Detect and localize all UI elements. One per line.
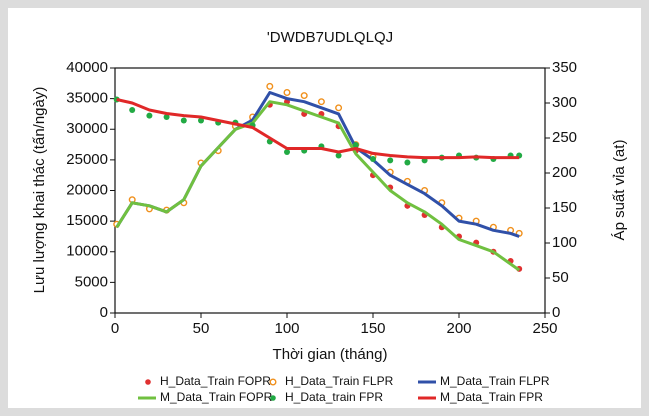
y-tick-label: 15000 [66,212,108,229]
legend-label: M_Data_Train FPR [440,390,543,404]
series-marker [335,104,343,112]
y-tick-label: 20000 [66,181,108,198]
series-marker [283,88,291,96]
series-line [115,100,521,272]
legend-label: M_Data_Train FOPR [160,390,273,404]
legend-swatch [269,378,277,386]
y-tick-label: 25000 [66,151,108,168]
series-marker [352,142,359,148]
y-tick-label: 5000 [75,273,108,290]
series-marker [146,112,153,119]
y2-tick-label: 200 [552,164,577,181]
y-tick-label: 40000 [66,59,108,76]
y2-tick-label: 0 [552,304,560,321]
series-marker [266,82,274,90]
x-tick-label: 250 [532,320,557,337]
series-marker [180,117,187,124]
series-marker [370,156,376,162]
legend-swatch [270,395,276,401]
series-marker [284,149,290,155]
series-marker [387,157,394,164]
y-tick-label: 10000 [66,243,108,260]
legend-label: H_Data_Train FOPR [160,374,271,388]
x-tick-label: 100 [274,320,299,337]
y-tick-label: 0 [100,304,108,321]
legend-label: H_Data_Train FLPR [285,374,394,388]
series-marker [129,107,136,113]
y2-axis-label: Áp suất vỉa (at) [611,140,628,241]
y-tick-label: 35000 [66,90,108,107]
legend-label: M_Data_Train FLPR [440,374,550,388]
y2-tick-label: 50 [552,269,569,286]
y2-tick-label: 250 [552,129,577,146]
chart-title: 'DWDB7UDLQLQJ [267,29,393,46]
series-marker [198,117,204,124]
chart-area [8,8,641,408]
series-line [116,98,520,160]
series-marker [300,92,308,100]
x-tick-label: 50 [193,320,210,337]
series-marker [335,152,342,159]
x-tick-label: 200 [446,320,471,337]
series-marker [317,98,325,106]
y2-tick-label: 300 [552,94,577,111]
series-marker [404,159,411,166]
legend-swatch [145,379,151,385]
y-axis-label: Lưu lượng khai thác (tấn/ngày) [31,87,48,294]
x-axis-label: Thời gian (tháng) [273,346,388,363]
y-tick-label: 30000 [66,120,108,137]
legend-label: H_Data_train FPR [285,390,383,404]
x-tick-label: 150 [360,320,385,337]
series-marker [163,114,170,120]
y2-tick-label: 100 [552,234,577,251]
x-tick-label: 0 [111,320,119,337]
y2-tick-label: 150 [552,199,577,216]
y2-tick-label: 350 [552,59,577,76]
